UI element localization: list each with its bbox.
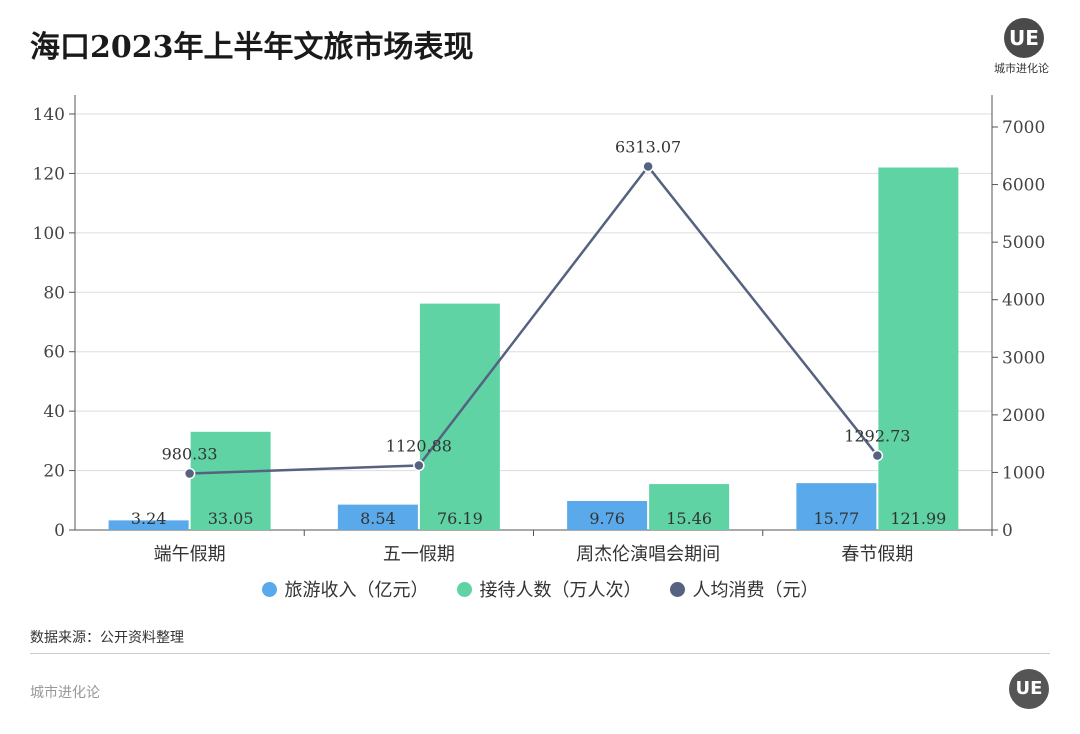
legend-item-spend[interactable]: 人均消费（元） bbox=[669, 576, 819, 602]
right-tick-label: 5000 bbox=[1002, 233, 1045, 253]
right-tick-label: 4000 bbox=[1002, 291, 1045, 311]
bar-data-label: 3.24 bbox=[131, 509, 167, 528]
line-point bbox=[183, 467, 196, 480]
brand-name: 城市进化论 bbox=[994, 62, 1049, 75]
line-data-label: 1292.73 bbox=[844, 427, 910, 446]
legend-dot-icon bbox=[669, 581, 685, 597]
legend-label: 旅游收入（亿元） bbox=[284, 580, 429, 601]
left-tick-label: 60 bbox=[43, 343, 65, 363]
bar-data-label: 121.99 bbox=[890, 509, 946, 528]
bar-visitors bbox=[878, 167, 959, 530]
footer-logo: UE bbox=[1009, 669, 1049, 709]
bar-revenue bbox=[796, 483, 877, 530]
bar-revenue bbox=[567, 500, 648, 530]
legend-item-revenue[interactable]: 旅游收入（亿元） bbox=[261, 576, 429, 602]
left-tick-label: 140 bbox=[33, 105, 65, 125]
line-point bbox=[871, 449, 884, 462]
line-spend bbox=[189, 164, 879, 475]
bar-visitors bbox=[190, 431, 271, 530]
left-tick-label: 100 bbox=[33, 224, 65, 244]
left-tick-label: 0 bbox=[54, 521, 65, 541]
right-tick-label: 0 bbox=[1002, 521, 1013, 541]
right-tick-label: 7000 bbox=[1002, 118, 1045, 138]
bar-revenue bbox=[337, 504, 418, 530]
chart-title: 海口2023年上半年文旅市场表现 bbox=[30, 30, 474, 65]
line-point bbox=[642, 160, 654, 173]
legend-dot-icon bbox=[456, 581, 472, 597]
bar-data-label: 9.76 bbox=[589, 509, 625, 528]
x-tick-label: 春节假期 bbox=[841, 544, 913, 565]
legend: 旅游收入（亿元） 接待人数（万人次） 人均消费（元） bbox=[0, 576, 1080, 602]
x-tick-label: 周杰伦演唱会期间 bbox=[576, 544, 720, 565]
bar-visitors bbox=[419, 303, 500, 530]
left-tick-label: 120 bbox=[33, 164, 65, 184]
left-tick-label: 80 bbox=[43, 283, 65, 303]
x-tick-label: 五一假期 bbox=[383, 544, 455, 565]
line-data-label: 6313.07 bbox=[615, 138, 681, 157]
bar-data-label: 33.05 bbox=[208, 509, 254, 528]
x-tick-label: 端午假期 bbox=[154, 544, 226, 565]
right-tick-label: 1000 bbox=[1002, 463, 1045, 483]
bar-data-label: 15.77 bbox=[813, 509, 859, 528]
bar-visitors bbox=[649, 484, 730, 530]
legend-item-visitors[interactable]: 接待人数（万人次） bbox=[456, 576, 642, 602]
brand-logo: UE bbox=[1004, 18, 1044, 58]
right-tick-label: 3000 bbox=[1002, 348, 1045, 368]
left-tick-label: 20 bbox=[43, 462, 65, 482]
line-point bbox=[413, 459, 425, 472]
bar-data-label: 15.46 bbox=[666, 509, 712, 528]
legend-dot-icon bbox=[261, 581, 277, 597]
right-tick-label: 2000 bbox=[1002, 406, 1045, 426]
data-source: 数据来源：公开资料整理 bbox=[30, 630, 184, 646]
bar-revenue bbox=[108, 520, 189, 530]
divider bbox=[30, 653, 1050, 654]
bar-data-label: 8.54 bbox=[360, 509, 396, 528]
legend-label: 接待人数（万人次） bbox=[479, 580, 642, 601]
bar-data-label: 76.19 bbox=[437, 509, 483, 528]
line-data-label: 980.33 bbox=[162, 445, 218, 464]
footer-brand: 城市进化论 bbox=[30, 685, 100, 701]
legend-label: 人均消费（元） bbox=[692, 580, 819, 601]
left-tick-label: 40 bbox=[43, 402, 65, 422]
right-tick-label: 6000 bbox=[1002, 176, 1045, 196]
line-data-label: 1120.88 bbox=[386, 436, 452, 455]
